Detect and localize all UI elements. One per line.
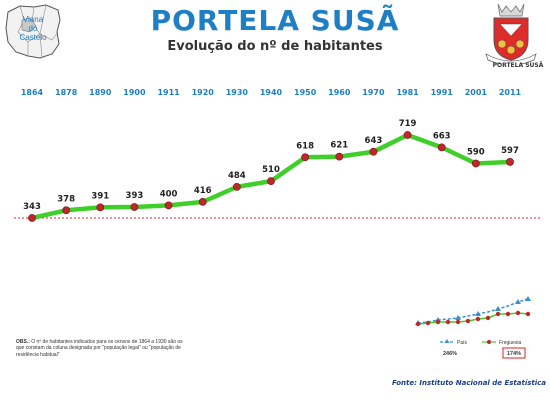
x-tick-label-1878: 1878 <box>55 88 78 97</box>
population-line-chart: 1864 1878 1890 1900 1911 1920 1930 1940 1950 1960… <box>14 88 540 222</box>
legend-parish-marker <box>487 340 491 344</box>
data-point-1878 <box>62 206 71 215</box>
country-marker <box>455 315 461 320</box>
parish-series <box>415 310 531 327</box>
x-tick-label-1890: 1890 <box>89 88 112 97</box>
legend-country-label: País <box>457 340 468 346</box>
data-point-1991 <box>437 143 446 152</box>
x-tick-label-1991: 1991 <box>431 88 454 97</box>
chart-subtitle: Evolução do nº de habitantes <box>167 39 383 54</box>
parish-marker <box>415 321 421 327</box>
data-point-1981 <box>403 131 412 139</box>
parish-marker <box>495 311 501 317</box>
data-label-1864: 343 <box>23 202 41 212</box>
data-point-1930 <box>232 182 241 191</box>
map-label-1: Viana <box>23 15 44 24</box>
parish-marker <box>475 316 481 322</box>
data-label-1930: 484 <box>228 171 246 181</box>
data-label-1940: 510 <box>262 165 280 175</box>
note-text: O nº de habitantes indicados para os cen… <box>16 339 183 358</box>
parish-marker <box>445 319 451 325</box>
x-tick-label-1920: 1920 <box>192 88 215 97</box>
data-point-1960 <box>335 152 344 161</box>
country-marker <box>515 299 521 304</box>
parish-marker <box>465 318 471 324</box>
x-tick-label-1981: 1981 <box>396 88 419 97</box>
data-point-2011 <box>506 158 514 166</box>
x-tick-label-1864: 1864 <box>21 88 44 97</box>
crest-label: PORTELA SUSÃ <box>492 62 544 69</box>
x-tick-label-1930: 1930 <box>226 88 249 97</box>
parish-marker <box>485 315 491 321</box>
x-tick-label-1950: 1950 <box>294 88 317 97</box>
x-tick-label-1960: 1960 <box>328 88 351 97</box>
parish-marker <box>435 319 441 325</box>
country-marker <box>495 306 501 311</box>
data-label-1960: 621 <box>330 141 348 151</box>
x-tick-label-1940: 1940 <box>260 88 283 97</box>
x-axis-year-labels: 1864 1878 1890 1900 1911 1920 1930 1940 1950 1960… <box>21 88 522 97</box>
data-point-1911 <box>164 201 173 210</box>
country-marker <box>525 296 531 301</box>
data-point-1890 <box>96 203 105 212</box>
data-point-1940 <box>267 177 275 186</box>
data-label-1911: 400 <box>160 189 178 199</box>
x-tick-label-1911: 1911 <box>157 88 180 97</box>
source-caption: Fonte: Instituto Nacional de Estatística <box>392 379 547 387</box>
data-point-1970 <box>369 147 378 156</box>
country-percentage: 246% <box>443 351 457 357</box>
parish-percentage-box <box>502 347 526 359</box>
comparison-inset-chart: País Freguesia 246% 174% <box>415 296 531 359</box>
x-tick-label-2011: 2011 <box>499 88 522 97</box>
x-tick-label-1970: 1970 <box>362 88 385 97</box>
data-label-1970: 643 <box>365 136 383 146</box>
map-label-3: Castelo <box>19 33 47 42</box>
data-label-2001: 590 <box>467 147 485 157</box>
legend-country-marker <box>444 339 450 343</box>
data-label-1900: 393 <box>126 191 144 201</box>
parish-percentage: 174% <box>507 351 521 357</box>
country-marker <box>475 311 481 316</box>
parish-marker <box>515 310 521 316</box>
data-label-1981: 719 <box>399 119 417 129</box>
district-map-icon: Viana do Castelo <box>5 4 61 59</box>
parish-marker <box>505 311 511 317</box>
data-point-1864 <box>28 214 36 222</box>
note-label: OBS.: <box>16 339 30 345</box>
page-title: PORTELA SUSÃ <box>150 4 400 37</box>
data-point-1920 <box>198 197 207 206</box>
data-point-2001 <box>471 159 480 168</box>
data-label-1890: 391 <box>91 191 109 201</box>
legend-parish-label: Freguesia <box>499 340 521 346</box>
data-label-1878: 378 <box>57 194 75 204</box>
map-label-2: do <box>29 24 38 33</box>
parish-marker <box>425 320 431 326</box>
data-label-1920: 416 <box>194 186 212 196</box>
x-tick-label-1900: 1900 <box>123 88 146 97</box>
x-tick-label-2001: 2001 <box>465 88 488 97</box>
data-point-1950 <box>301 153 310 162</box>
data-label-1950: 618 <box>296 141 314 151</box>
data-point-1900 <box>130 203 139 211</box>
observation-note: OBS.: O nº de habitantes indicados para … <box>16 339 186 358</box>
parish-marker <box>455 319 461 325</box>
parish-marker <box>525 311 531 317</box>
coat-of-arms-icon <box>485 3 537 64</box>
data-label-2011: 597 <box>501 146 519 156</box>
data-label-1991: 663 <box>433 131 451 141</box>
data-value-labels: 343 378 391 393 400 416 484 510 618 621 643 719 663 5… <box>23 119 519 212</box>
data-markers <box>28 131 514 222</box>
